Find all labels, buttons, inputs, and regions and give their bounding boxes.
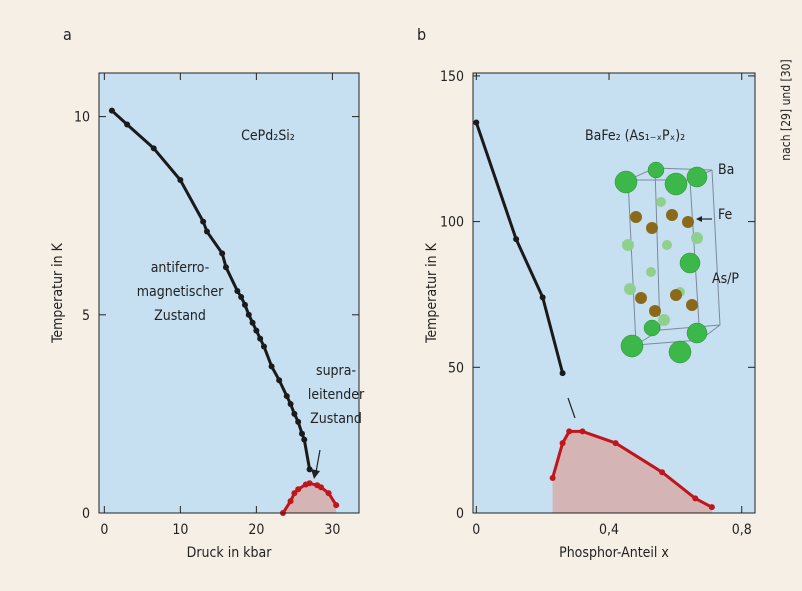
point: [298, 430, 305, 437]
annotation: antiferro-: [151, 260, 210, 276]
x-tick-label: 0: [472, 522, 480, 538]
chart-title: CePd₂Si₂: [241, 128, 295, 144]
area: [282, 483, 337, 513]
point: [708, 504, 715, 511]
point: [306, 466, 313, 473]
point: [238, 293, 245, 300]
point: [203, 228, 210, 235]
x-tick-label: 10: [172, 522, 188, 538]
area: [552, 431, 712, 513]
point: [257, 335, 264, 342]
point: [539, 294, 546, 301]
y-tick-label: 150: [440, 69, 464, 85]
point: [245, 311, 252, 318]
point: [333, 502, 340, 509]
point: [559, 440, 566, 447]
point: [295, 418, 302, 425]
point: [295, 486, 302, 493]
point: [579, 428, 586, 435]
x-tick-label: 0,4: [599, 522, 619, 538]
point: [287, 400, 294, 407]
y-tick-label: 5: [82, 308, 90, 324]
point: [283, 393, 290, 400]
point: [317, 484, 324, 491]
point: [559, 370, 566, 377]
point: [268, 363, 275, 370]
y-tick-label: 0: [456, 506, 464, 522]
point: [612, 440, 619, 447]
point: [276, 377, 283, 384]
y-tick-label: 50: [448, 360, 464, 376]
plot-border: [472, 72, 756, 514]
annotation: As/P: [712, 271, 739, 287]
point: [473, 119, 480, 126]
point: [249, 319, 256, 326]
panel-label: b: [417, 25, 426, 44]
point: [306, 480, 313, 487]
point: [200, 218, 207, 225]
x-tick-label: 30: [324, 522, 340, 538]
annotation: magnetischer: [137, 284, 224, 300]
annotation: leitender: [308, 387, 365, 403]
x-axis-title: Phosphor-Anteil x: [559, 545, 669, 561]
x-axis-title: Druck in kbar: [187, 545, 273, 561]
y-axis-title: Temperatur in K: [424, 242, 440, 344]
point: [150, 145, 157, 152]
point: [325, 490, 332, 497]
y-tick-label: 0: [82, 506, 90, 522]
point: [241, 301, 248, 308]
plot-area: [473, 73, 755, 513]
annotation: Ba: [718, 162, 734, 178]
point: [222, 264, 229, 271]
point: [566, 428, 573, 435]
point: [260, 343, 267, 350]
point: [253, 327, 260, 334]
point: [513, 236, 520, 243]
line: [474, 122, 565, 374]
point: [549, 475, 556, 482]
x-tick-label: 0,8: [732, 522, 752, 538]
x-tick-label: 20: [248, 522, 264, 538]
point: [108, 107, 115, 114]
annotation: Zustand: [310, 411, 362, 427]
annotation: supra-: [316, 363, 356, 379]
y-tick-label: 10: [74, 110, 90, 126]
point: [234, 288, 241, 295]
plot-border: [98, 72, 360, 514]
annotation: Fe: [718, 207, 732, 223]
point: [291, 490, 298, 497]
point: [124, 121, 131, 128]
chart-title: BaFe₂ (As₁₋ₓPₓ)₂: [585, 128, 685, 144]
annotation: Zustand: [154, 308, 206, 324]
panel-label: a: [63, 25, 72, 44]
arrow: [315, 449, 321, 473]
point: [291, 410, 298, 417]
plot-area: [99, 73, 359, 513]
y-axis-title: Temperatur in K: [50, 242, 66, 344]
point: [177, 177, 184, 184]
point: [659, 469, 666, 476]
source-note: nach [29] und [30]: [779, 59, 793, 160]
crystal-illustration: [614, 161, 721, 364]
x-tick-label: 0: [100, 522, 108, 538]
point: [287, 498, 294, 505]
point: [692, 495, 699, 502]
arrow: [567, 397, 576, 419]
arrowhead: [311, 469, 320, 479]
point: [301, 436, 308, 443]
y-tick-label: 100: [440, 215, 464, 231]
point: [219, 250, 226, 257]
